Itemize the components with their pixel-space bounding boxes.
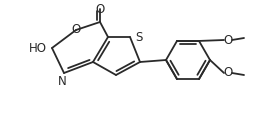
Text: O: O — [223, 34, 233, 47]
Text: HO: HO — [29, 41, 47, 54]
Text: S: S — [135, 31, 142, 44]
Text: O: O — [71, 22, 81, 35]
Text: O: O — [223, 67, 233, 80]
Text: N: N — [58, 75, 66, 88]
Text: O: O — [95, 2, 105, 15]
